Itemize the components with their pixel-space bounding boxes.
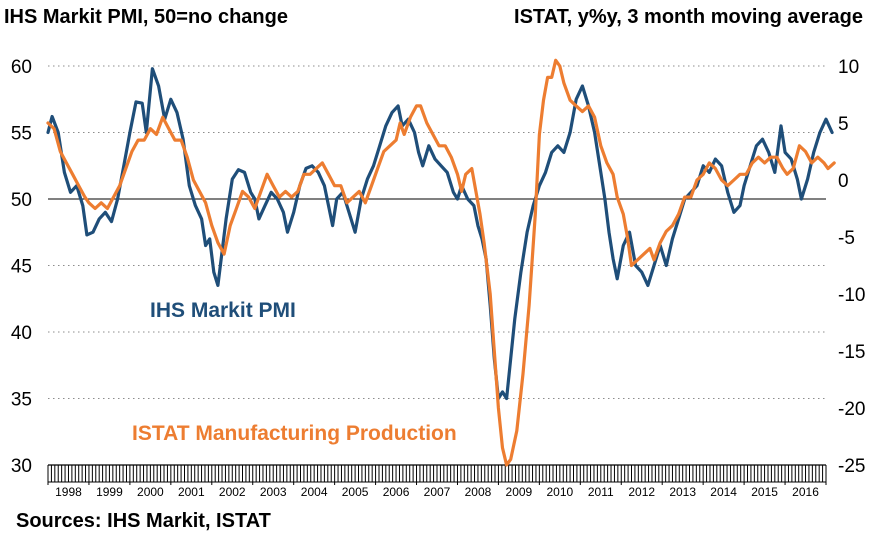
left-axis-ticks: 30 35 40 45 50 55 60 [11, 57, 32, 477]
x-tick-label: 2006 [383, 485, 410, 499]
x-tick-label: 2010 [546, 485, 573, 499]
x-tick-label: 2003 [260, 485, 287, 499]
right-tick-label: -15 [838, 342, 865, 363]
x-tick-label: 2000 [137, 485, 164, 499]
left-tick-label: 50 [11, 190, 32, 211]
x-tick-label: 2001 [178, 485, 205, 499]
x-tick-label: 2014 [710, 485, 737, 499]
istat-manufacturing-production-line [46, 58, 836, 467]
x-tick-label: 2012 [628, 485, 655, 499]
x-tick-label: 2016 [792, 485, 819, 499]
right-tick-label: -25 [838, 456, 865, 477]
x-axis: 1998 1999 2000 2001 2002 2003 2004 2005 2006 2007… [47, 464, 827, 499]
x-tick-label: 2002 [219, 485, 246, 499]
right-tick-label: 0 [838, 171, 849, 192]
ihs-markit-pmi-line [46, 67, 834, 401]
left-tick-label: 30 [11, 456, 32, 477]
x-tick-label: 2013 [669, 485, 696, 499]
x-tick-label: 2009 [506, 485, 533, 499]
right-axis-title: ISTAT, y%y, 3 month moving average [514, 6, 863, 28]
pmi-series-label: IHS Markit PMI [150, 299, 296, 322]
left-tick-label: 40 [11, 323, 32, 344]
series-layer [46, 58, 836, 467]
x-tick-label: 2004 [301, 485, 328, 499]
gridlines [48, 65, 826, 399]
right-tick-label: 5 [838, 114, 849, 135]
right-tick-label: 10 [838, 57, 859, 78]
right-tick-label: -10 [838, 285, 865, 306]
right-tick-label: -5 [838, 228, 855, 249]
sources-note: Sources: IHS Markit, ISTAT [16, 510, 271, 532]
istat-series-label: ISTAT Manufacturing Production [132, 422, 457, 445]
right-tick-label: -20 [838, 399, 865, 420]
x-tick-label: 1999 [96, 485, 123, 499]
left-tick-label: 60 [11, 57, 32, 78]
left-tick-label: 55 [11, 124, 32, 145]
x-tick-label: 2015 [751, 485, 778, 499]
x-tick-label: 2011 [588, 485, 614, 499]
left-tick-label: 35 [11, 390, 32, 411]
left-tick-label: 45 [11, 257, 32, 278]
x-tick-label: 2005 [342, 485, 369, 499]
left-axis-title: IHS Markit PMI, 50=no change [4, 6, 288, 28]
x-tick-label: 2008 [465, 485, 492, 499]
x-tick-label: 1998 [55, 485, 82, 499]
x-tick-label: 2007 [424, 485, 451, 499]
right-axis-ticks: -25 -20 -15 -10 -5 0 5 10 [838, 57, 865, 477]
